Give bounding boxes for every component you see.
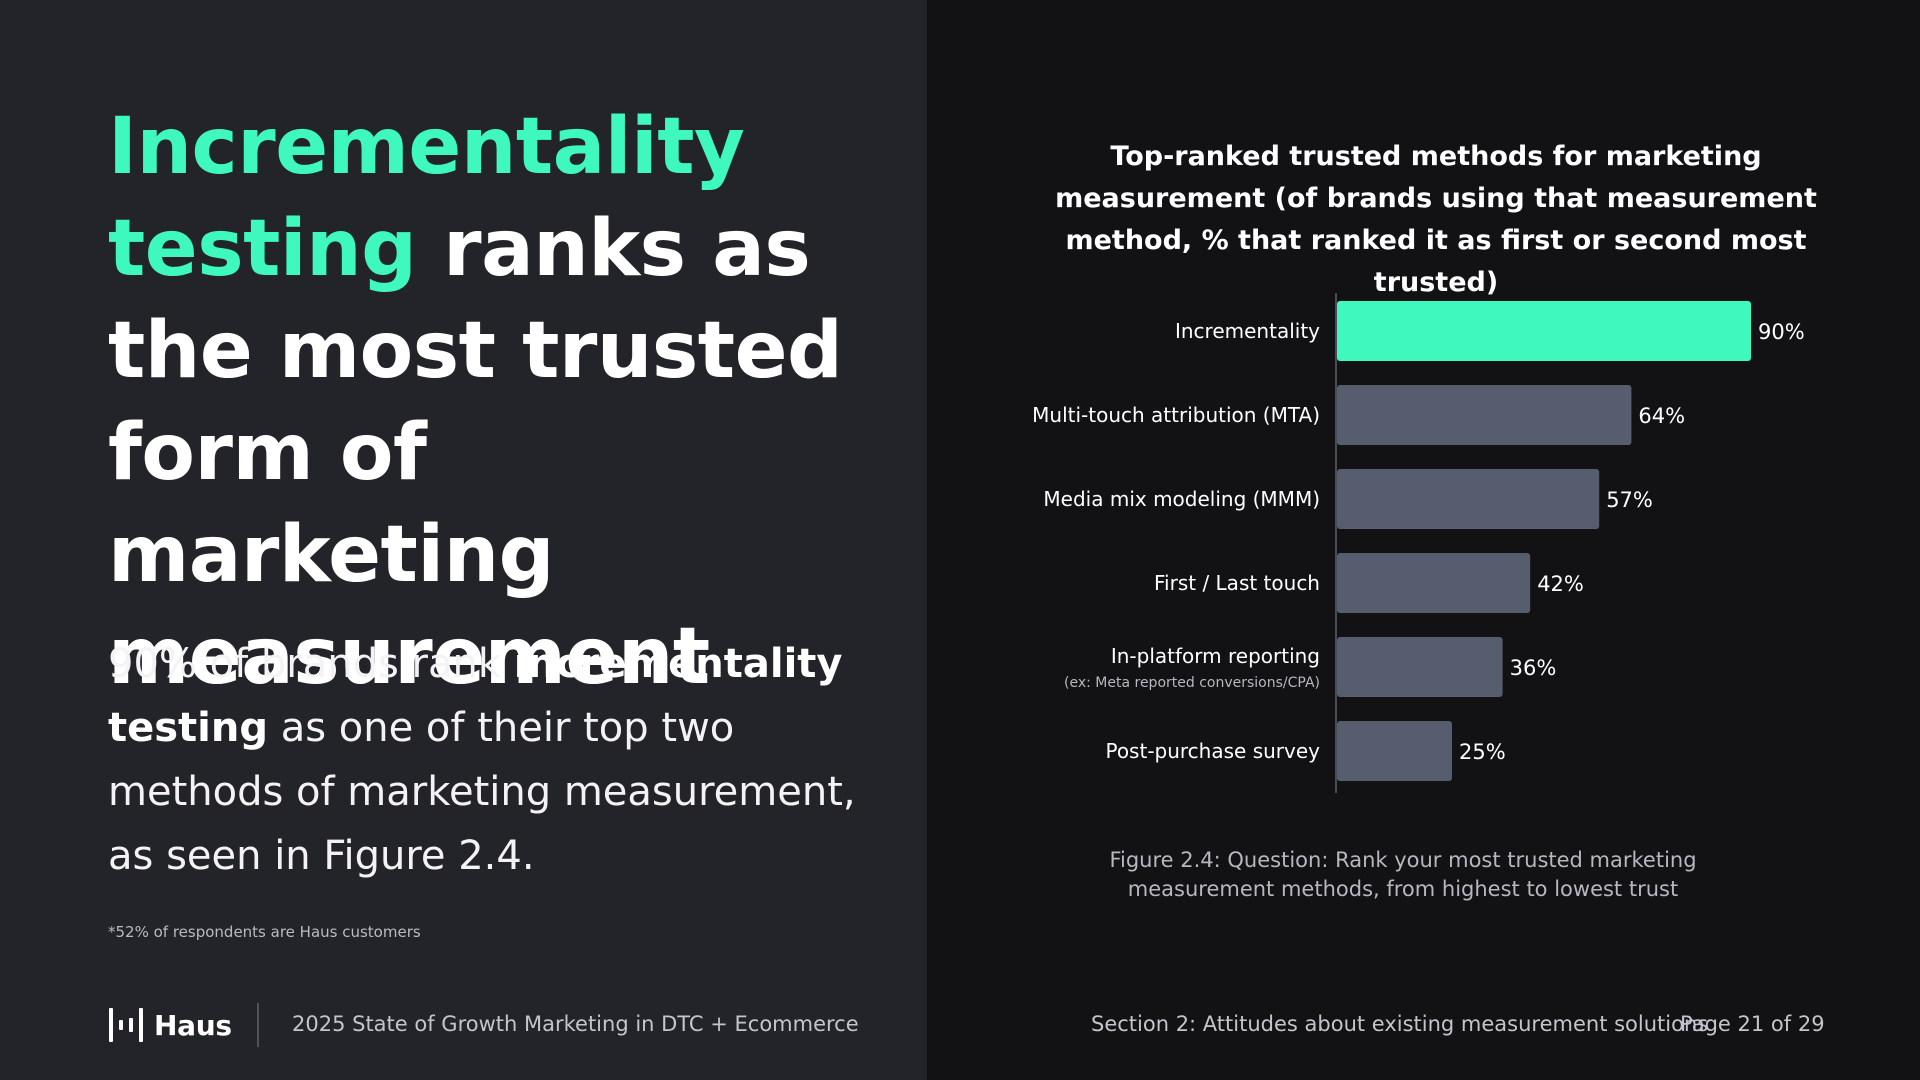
chart-title: Top-ranked trusted methods for marketing… <box>1055 141 1817 298</box>
body-text-bold: incrementality testing <box>108 641 843 751</box>
category-label: Media mix modeling (MMM) <box>1043 487 1320 511</box>
haus-logo: Haus <box>108 1005 232 1045</box>
footnote: *52% of respondents are Haus customers <box>108 923 421 941</box>
bar-value-label: 90% <box>1758 320 1805 344</box>
category-label: Post-purchase survey <box>1105 739 1320 763</box>
category-label: Multi-touch attribution (MTA) <box>1032 403 1320 427</box>
bar-value-label: 64% <box>1638 404 1685 428</box>
right-panel <box>927 0 1920 1080</box>
logo-text: Haus <box>154 1008 232 1042</box>
category-label: In-platform reporting <box>1111 644 1320 668</box>
bar <box>1337 301 1751 361</box>
category-label: First / Last touch <box>1154 571 1320 595</box>
body-text-part1: 90% of brands rank <box>108 641 514 687</box>
headline: Incrementality testing ranks as the most… <box>108 96 888 708</box>
category-sublabel: (ex: Meta reported conversions/CPA) <box>1064 675 1320 691</box>
bar-chart: 90% Incrementality 64% Multi-touch attribut… <box>1032 293 1805 793</box>
bar-value-label: 42% <box>1537 572 1584 596</box>
bar <box>1337 469 1600 529</box>
bar-value-label: 36% <box>1510 656 1557 680</box>
bar <box>1337 637 1503 697</box>
bar <box>1337 553 1531 613</box>
left-panel: Incrementality testing ranks as the most… <box>0 0 927 1080</box>
page-number: Page 21 of 29 <box>1680 1012 1825 1036</box>
report-title: 2025 State of Growth Marketing in DTC + … <box>292 1012 859 1036</box>
figure-caption: Figure 2.4: Question: Rank your most tru… <box>1109 848 1697 901</box>
haus-logo-icon <box>109 1008 143 1042</box>
bar <box>1337 385 1632 445</box>
category-label: Incrementality <box>1175 319 1320 343</box>
headline-accent: Incrementality testing <box>108 102 745 294</box>
bar <box>1337 721 1452 781</box>
body-text: 90% of brands rank incrementality testin… <box>108 632 868 888</box>
body-text-part2: as one of their top two methods of marke… <box>108 705 856 879</box>
bar-value-label: 57% <box>1606 488 1653 512</box>
section-label: Section 2: Attitudes about existing meas… <box>1091 1012 1709 1036</box>
bar-value-label: 25% <box>1459 740 1506 764</box>
footer-divider <box>257 1003 259 1047</box>
headline-rest: ranks as the most trusted form of market… <box>108 204 843 702</box>
